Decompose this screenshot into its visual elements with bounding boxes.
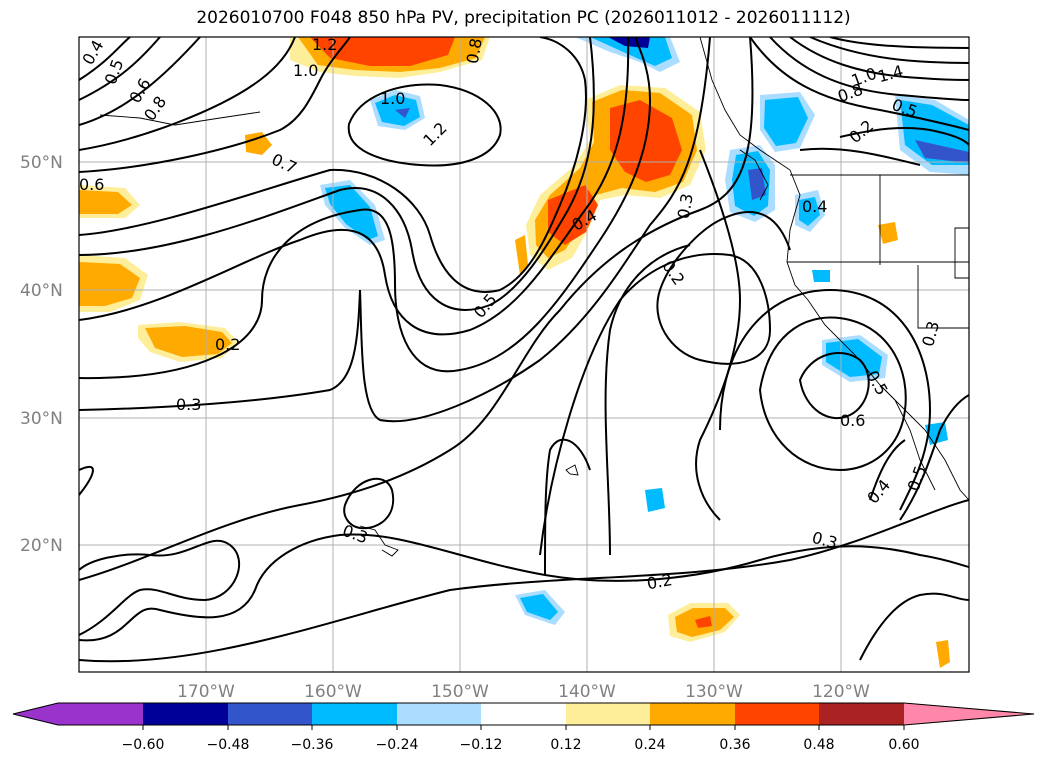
lon-label-170w: 170°W <box>177 682 235 702</box>
colorbar-tick-label: −0.24 <box>376 737 419 753</box>
contour-label: 1.2 <box>312 35 337 54</box>
colorbar-tick-label: −0.48 <box>207 737 250 753</box>
map-frame <box>78 36 970 673</box>
contour-label: 0.6 <box>840 411 865 430</box>
map-area: 0.4 0.5 0.6 0.8 1.0 1.2 0.8 1.0 1.2 0.7 … <box>79 35 969 672</box>
precip-shading <box>79 37 969 668</box>
lat-label-40n: 40°N <box>20 281 63 301</box>
colorbar-segment <box>228 703 312 725</box>
colorbar-segment <box>312 703 397 725</box>
colorbar-tick-label: 0.24 <box>634 737 665 753</box>
latitude-labels: 50°N 40°N 30°N 20°N <box>20 153 63 556</box>
colorbar-tick-label: 0.36 <box>719 737 750 753</box>
lat-label-50n: 50°N <box>20 153 63 173</box>
contour-label: 0.4 <box>802 197 827 216</box>
contour-label: 0.2 <box>215 335 240 354</box>
coastlines <box>99 37 969 557</box>
colorbar-tick-label: −0.12 <box>460 737 503 753</box>
colorbar-segment <box>650 703 735 725</box>
colorbar-tick-label: −0.36 <box>291 737 334 753</box>
colorbar-segment <box>143 703 228 725</box>
contour-label: 1.0 <box>293 61 318 80</box>
colorbar-segment <box>735 703 819 725</box>
colorbar-tick-label: 0.60 <box>888 737 919 753</box>
contour-label: 0.2 <box>645 570 673 593</box>
longitude-labels: 170°W 160°W 150°W 140°W 130°W 120°W <box>177 682 870 702</box>
colorbar-tick-label: −0.60 <box>122 737 165 753</box>
colorbar: −0.60 −0.48 −0.36 −0.24 −0.12 0.12 0.24 … <box>12 702 1035 753</box>
contour-label: 0.8 <box>463 37 486 65</box>
lon-label-130w: 130°W <box>685 682 743 702</box>
colorbar-extend-min <box>13 703 58 725</box>
gridlines <box>79 37 969 672</box>
contour-label: 0.3 <box>674 192 697 220</box>
colorbar-tick-label: 0.48 <box>803 737 834 753</box>
colorbar-extend-max <box>904 703 1034 725</box>
colorbar-segment <box>819 703 904 725</box>
lon-label-120w: 120°W <box>812 682 870 702</box>
lon-label-150w: 150°W <box>431 682 489 702</box>
colorbar-tick-label: 0.12 <box>550 737 581 753</box>
lat-label-20n: 20°N <box>20 536 63 556</box>
contour-label: 1.0 <box>380 89 405 108</box>
chart-title: 2026010700 F048 850 hPa PV, precipitatio… <box>196 8 851 28</box>
contour-label: 0.6 <box>79 175 104 194</box>
contour-label: 0.3 <box>176 395 201 414</box>
colorbar-segment <box>481 703 566 725</box>
colorbar-segment <box>397 703 481 725</box>
colorbar-segment <box>58 703 143 725</box>
colorbar-segment <box>566 703 650 725</box>
pv-contours <box>79 37 969 663</box>
lat-label-30n: 30°N <box>20 409 63 429</box>
lon-label-140w: 140°W <box>558 682 616 702</box>
lon-label-160w: 160°W <box>304 682 362 702</box>
